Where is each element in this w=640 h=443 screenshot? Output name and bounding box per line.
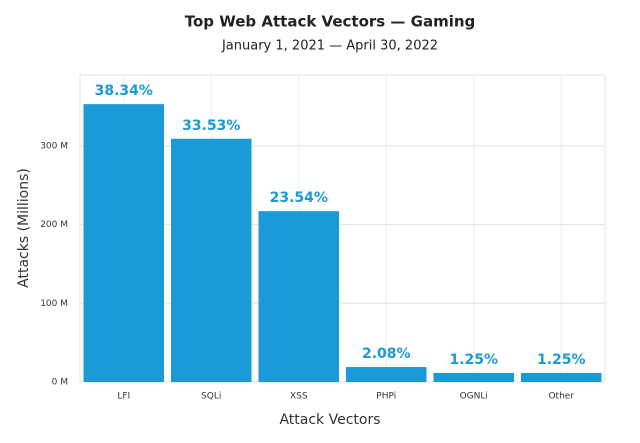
y-tick-label: 300 M [40,141,68,151]
chart-title: Top Web Attack Vectors — Gaming [185,13,476,31]
x-tick-label: LFI [117,392,130,402]
data-label: 2.08% [362,346,411,362]
bar [258,211,339,382]
data-label: 33.53% [182,118,240,134]
x-tick-label: PHPi [376,392,396,402]
data-label: 38.34% [95,83,153,99]
data-label: 1.25% [449,352,498,368]
bar [83,104,164,382]
x-axis-label: Attack Vectors [279,412,380,428]
y-axis-label: Attacks (Millions) [16,168,32,288]
bar [346,367,427,382]
y-tick-label: 200 M [40,220,68,230]
data-label: 23.54% [270,190,328,206]
bar [521,372,602,382]
chart-subtitle: January 1, 2021 — April 30, 2022 [221,39,438,54]
x-tick-label: XSS [290,392,308,402]
y-tick-label: 0 M [52,378,68,388]
bar [171,138,252,382]
x-tick-label: SQLi [201,392,221,402]
x-tick-label: Other [548,392,574,402]
bar [433,372,514,382]
y-tick-label: 100 M [40,299,68,309]
x-tick-label: OGNLi [460,392,488,402]
data-label: 1.25% [537,352,586,368]
